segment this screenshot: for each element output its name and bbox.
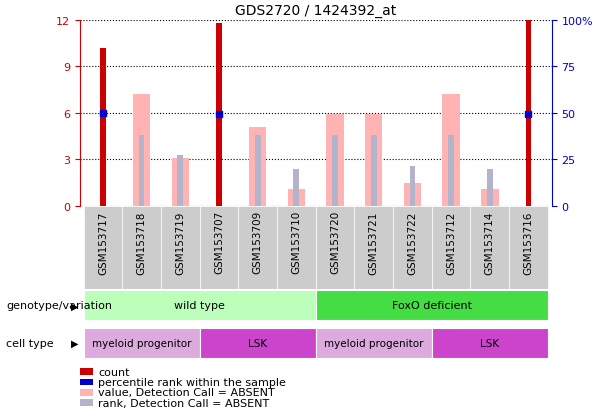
Bar bbox=[443, 95, 460, 206]
FancyBboxPatch shape bbox=[470, 206, 509, 289]
Bar bbox=[287, 190, 305, 206]
Title: GDS2720 / 1424392_at: GDS2720 / 1424392_at bbox=[235, 4, 397, 18]
FancyBboxPatch shape bbox=[277, 206, 316, 289]
Text: GSM153721: GSM153721 bbox=[369, 211, 379, 274]
Bar bbox=[448, 135, 454, 206]
Text: wild type: wild type bbox=[174, 301, 225, 311]
Point bbox=[98, 110, 108, 117]
FancyBboxPatch shape bbox=[432, 206, 470, 289]
Bar bbox=[404, 183, 421, 206]
Text: ▶: ▶ bbox=[70, 301, 78, 311]
FancyBboxPatch shape bbox=[83, 206, 122, 289]
FancyBboxPatch shape bbox=[122, 206, 161, 289]
FancyBboxPatch shape bbox=[316, 328, 432, 358]
Text: LSK: LSK bbox=[248, 338, 267, 348]
Bar bbox=[216, 24, 222, 206]
Bar bbox=[133, 95, 150, 206]
Text: GSM153709: GSM153709 bbox=[253, 211, 262, 274]
Text: LSK: LSK bbox=[480, 338, 500, 348]
Text: myeloid progenitor: myeloid progenitor bbox=[92, 338, 191, 348]
Bar bbox=[139, 135, 145, 206]
Text: GSM153716: GSM153716 bbox=[524, 211, 533, 274]
FancyBboxPatch shape bbox=[509, 206, 548, 289]
FancyBboxPatch shape bbox=[354, 206, 393, 289]
Text: GSM153718: GSM153718 bbox=[137, 211, 147, 274]
FancyBboxPatch shape bbox=[432, 328, 548, 358]
Text: GSM153714: GSM153714 bbox=[485, 211, 495, 274]
Bar bbox=[255, 135, 261, 206]
Text: GSM153720: GSM153720 bbox=[330, 211, 340, 274]
Bar bbox=[100, 49, 106, 206]
Text: percentile rank within the sample: percentile rank within the sample bbox=[98, 377, 286, 387]
FancyBboxPatch shape bbox=[83, 328, 200, 358]
Text: count: count bbox=[98, 367, 129, 377]
Bar bbox=[294, 169, 299, 206]
FancyBboxPatch shape bbox=[83, 291, 316, 320]
FancyBboxPatch shape bbox=[200, 206, 238, 289]
Text: GSM153719: GSM153719 bbox=[175, 211, 185, 274]
Text: cell type: cell type bbox=[6, 338, 54, 348]
FancyBboxPatch shape bbox=[393, 206, 432, 289]
FancyBboxPatch shape bbox=[161, 206, 200, 289]
Text: value, Detection Call = ABSENT: value, Detection Call = ABSENT bbox=[98, 387, 275, 397]
Text: myeloid progenitor: myeloid progenitor bbox=[324, 338, 424, 348]
Text: FoxO deficient: FoxO deficient bbox=[392, 301, 472, 311]
Text: genotype/variation: genotype/variation bbox=[6, 301, 112, 311]
Bar bbox=[249, 128, 267, 206]
Text: ▶: ▶ bbox=[70, 338, 78, 348]
Bar bbox=[487, 169, 493, 206]
FancyBboxPatch shape bbox=[316, 291, 548, 320]
Bar bbox=[177, 155, 183, 206]
Bar bbox=[481, 190, 498, 206]
FancyBboxPatch shape bbox=[200, 328, 316, 358]
FancyBboxPatch shape bbox=[238, 206, 277, 289]
Text: GSM153717: GSM153717 bbox=[98, 211, 108, 274]
Bar bbox=[525, 21, 531, 206]
Text: rank, Detection Call = ABSENT: rank, Detection Call = ABSENT bbox=[98, 398, 269, 408]
Bar bbox=[409, 166, 416, 206]
Text: GSM153722: GSM153722 bbox=[408, 211, 417, 274]
Bar bbox=[172, 159, 189, 206]
Bar bbox=[332, 135, 338, 206]
Bar bbox=[326, 115, 344, 206]
Bar bbox=[365, 115, 383, 206]
Bar bbox=[371, 135, 376, 206]
Text: GSM153712: GSM153712 bbox=[446, 211, 456, 274]
Point bbox=[214, 112, 224, 119]
FancyBboxPatch shape bbox=[316, 206, 354, 289]
Text: GSM153710: GSM153710 bbox=[291, 211, 302, 274]
Text: GSM153707: GSM153707 bbox=[214, 211, 224, 274]
Point bbox=[524, 112, 533, 119]
